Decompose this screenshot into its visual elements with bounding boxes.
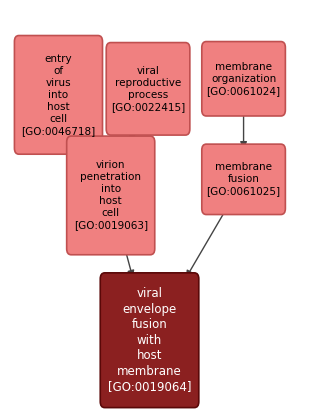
Text: viral
reproductive
process
[GO:0022415]: viral reproductive process [GO:0022415] (111, 66, 185, 112)
Text: membrane
fusion
[GO:0061025]: membrane fusion [GO:0061025] (207, 162, 281, 197)
Text: membrane
organization
[GO:0061024]: membrane organization [GO:0061024] (207, 62, 281, 96)
FancyBboxPatch shape (67, 136, 155, 255)
Text: virion
penetration
into
host
cell
[GO:0019063]: virion penetration into host cell [GO:00… (74, 160, 148, 230)
FancyBboxPatch shape (14, 36, 103, 154)
Text: entry
of
virus
into
host
cell
[GO:0046718]: entry of virus into host cell [GO:004671… (21, 54, 95, 136)
FancyBboxPatch shape (100, 273, 199, 408)
FancyBboxPatch shape (202, 144, 285, 215)
Text: viral
envelope
fusion
with
host
membrane
[GO:0019064]: viral envelope fusion with host membrane… (108, 287, 191, 393)
FancyBboxPatch shape (106, 43, 190, 135)
FancyBboxPatch shape (202, 41, 285, 116)
